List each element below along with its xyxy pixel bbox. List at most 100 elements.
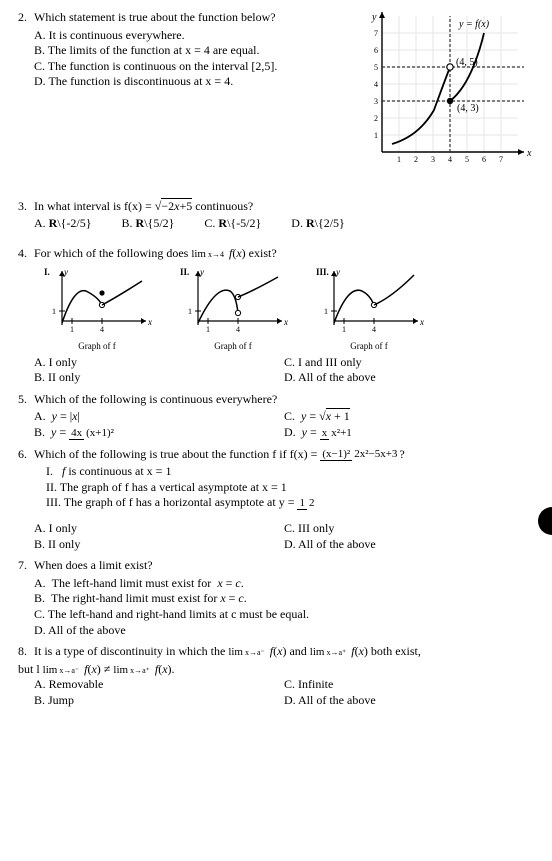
question-3: 3. In what interval is f(x) = √−2x+5 con… [18,199,534,232]
q3-stem-b: continuous? [195,199,253,213]
q6-roman-iii: III. The graph of f has a horizontal asy… [46,495,534,511]
q4-cap-2: Graph of f [178,341,288,353]
svg-text:2: 2 [414,155,418,164]
q8-stem: It is a type of discontinuity in which t… [34,644,534,660]
q7-opt-c: C. The left-hand and right-hand limits a… [34,607,534,623]
q6-opt-b: B. II only [34,537,284,553]
svg-text:2: 2 [374,114,378,123]
svg-text:5: 5 [465,155,469,164]
x-axis-label: x [526,148,532,159]
y-axis-label: y [371,12,377,23]
svg-text:5: 5 [374,63,378,72]
q6-roman-ii: II. The graph of f has a vertical asympt… [46,480,534,496]
svg-text:I.: I. [44,267,50,277]
q7-opt-a: A. The left-hand limit must exist for x … [34,576,534,592]
q8-opt-a: A. Removable [34,677,284,693]
svg-text:4: 4 [372,325,376,334]
q3-stem-a: In what interval is f(x) = [34,199,155,213]
q4-opt-a: A. I only [34,355,284,371]
q2-opt-d: D. The function is discontinuous at x = … [34,74,334,90]
question-4: 4. For which of the following does limx→… [18,246,534,386]
q3-stem: In what interval is f(x) = √−2x+5 contin… [34,199,534,215]
q4-cap-1: Graph of f [42,341,152,353]
q3-opt-b: B. R\{5/2} [122,216,175,232]
q5-number: 5. [18,392,34,408]
q2-opt-b: B. The limits of the function at x = 4 a… [34,43,334,59]
q8-opt-b: B. Jump [34,693,284,709]
svg-text:y = f(x): y = f(x) [458,19,490,30]
q6-opt-d: D. All of the above [284,537,534,553]
svg-text:6: 6 [482,155,486,164]
q4-stem: For which of the following does limx→4 f… [34,246,534,262]
q5-stem: Which of the following is continuous eve… [34,392,534,408]
q2-opt-c: C. The function is continuous on the int… [34,59,334,75]
svg-text:x: x [147,317,152,327]
q8-number: 8. [18,644,34,660]
q4-cap-3: Graph of f [314,341,424,353]
q7-opt-b: B. The right-hand limit must exist for x… [34,591,534,607]
svg-text:3: 3 [374,97,378,106]
svg-text:6: 6 [374,46,378,55]
svg-text:4: 4 [236,325,240,334]
svg-text:1: 1 [397,155,401,164]
q8-opt-d: D. All of the above [284,693,534,709]
svg-text:4: 4 [448,155,452,164]
svg-text:(4, 3): (4, 3) [457,103,479,114]
q4-graphs: I. y x 1 4 1 Graph of f II. y x [42,265,534,352]
svg-text:1: 1 [70,325,74,334]
q6-opt-a: A. I only [34,521,284,537]
svg-text:1: 1 [52,307,56,316]
svg-text:1: 1 [342,325,346,334]
question-2: y x y = f(x) (4, 5) (4, 3) 1 2 3 4 5 6 7 1 2 3 4 5… [18,10,534,175]
q4-number: 4. [18,246,34,262]
q4-graph-1: I. y x 1 4 1 [42,265,152,335]
q2-graph-svg: y x y = f(x) (4, 5) (4, 3) 1 2 3 4 5 6 7 1 2 3 4 5… [364,10,534,170]
q6-opt-c: C. III only [284,521,534,537]
q7-number: 7. [18,558,34,574]
q3-number: 3. [18,199,34,215]
q8-opt-c: C. Infinite [284,677,534,693]
svg-text:II.: II. [180,267,189,277]
svg-text:7: 7 [499,155,503,164]
svg-text:(4, 5): (4, 5) [456,57,478,68]
svg-text:x: x [283,317,288,327]
question-5: 5. Which of the following is continuous … [18,392,534,441]
q4-stem-a: For which of the following does [34,246,191,260]
q7-opt-d: D. All of the above [34,623,534,639]
q5-opt-a: A. y = |x| [34,409,284,425]
q8-line2: but l limx→a⁻ f(x) ≠ limx→a⁺ f(x). [18,662,534,678]
svg-text:1: 1 [374,131,378,140]
q6-stem: Which of the following is true about the… [34,447,534,463]
q4-graph-3: III. y x 1 4 1 [314,265,424,335]
q7-stem: When does a limit exist? [34,558,534,574]
q5-opt-b: B. y = 4x(x+1)² [34,425,284,441]
question-7: 7. When does a limit exist? A. The left-… [18,558,534,638]
q5-opt-c: C. y = √x + 1 [284,409,534,425]
svg-text:3: 3 [431,155,435,164]
svg-text:III.: III. [316,267,329,277]
svg-text:4: 4 [100,325,104,334]
q4-opt-c: C. I and III only [284,355,534,371]
q2-opt-a: A. It is continuous everywhere. [34,28,334,44]
q4-graph-2: II. y x 1 4 1 [178,265,288,335]
q4-opt-d: D. All of the above [284,370,534,386]
svg-text:1: 1 [206,325,210,334]
q3-opt-d: D. R\{2/5} [291,216,345,232]
q4-opt-b: B. II only [34,370,284,386]
q6-roman-i: I. f is continuous at x = 1 [46,464,534,480]
side-tab-icon [538,507,552,535]
q5-opt-d: D. y = xx²+1 [284,425,534,441]
q6-number: 6. [18,447,34,463]
q2-graph: y x y = f(x) (4, 5) (4, 3) 1 2 3 4 5 6 7 1 2 3 4 5… [364,10,534,175]
question-8: 8. It is a type of discontinuity in whic… [18,644,534,708]
svg-text:x: x [419,317,424,327]
svg-text:1: 1 [324,307,328,316]
q3-opt-a: A. R\{-2/5} [34,216,92,232]
q2-number: 2. [18,10,34,26]
q3-opt-c: C. R\{-5/2} [204,216,261,232]
svg-text:1: 1 [188,307,192,316]
svg-text:7: 7 [374,29,378,38]
q2-stem: Which statement is true about the functi… [34,10,356,26]
question-6: 6. Which of the following is true about … [18,447,534,553]
svg-text:4: 4 [374,80,378,89]
